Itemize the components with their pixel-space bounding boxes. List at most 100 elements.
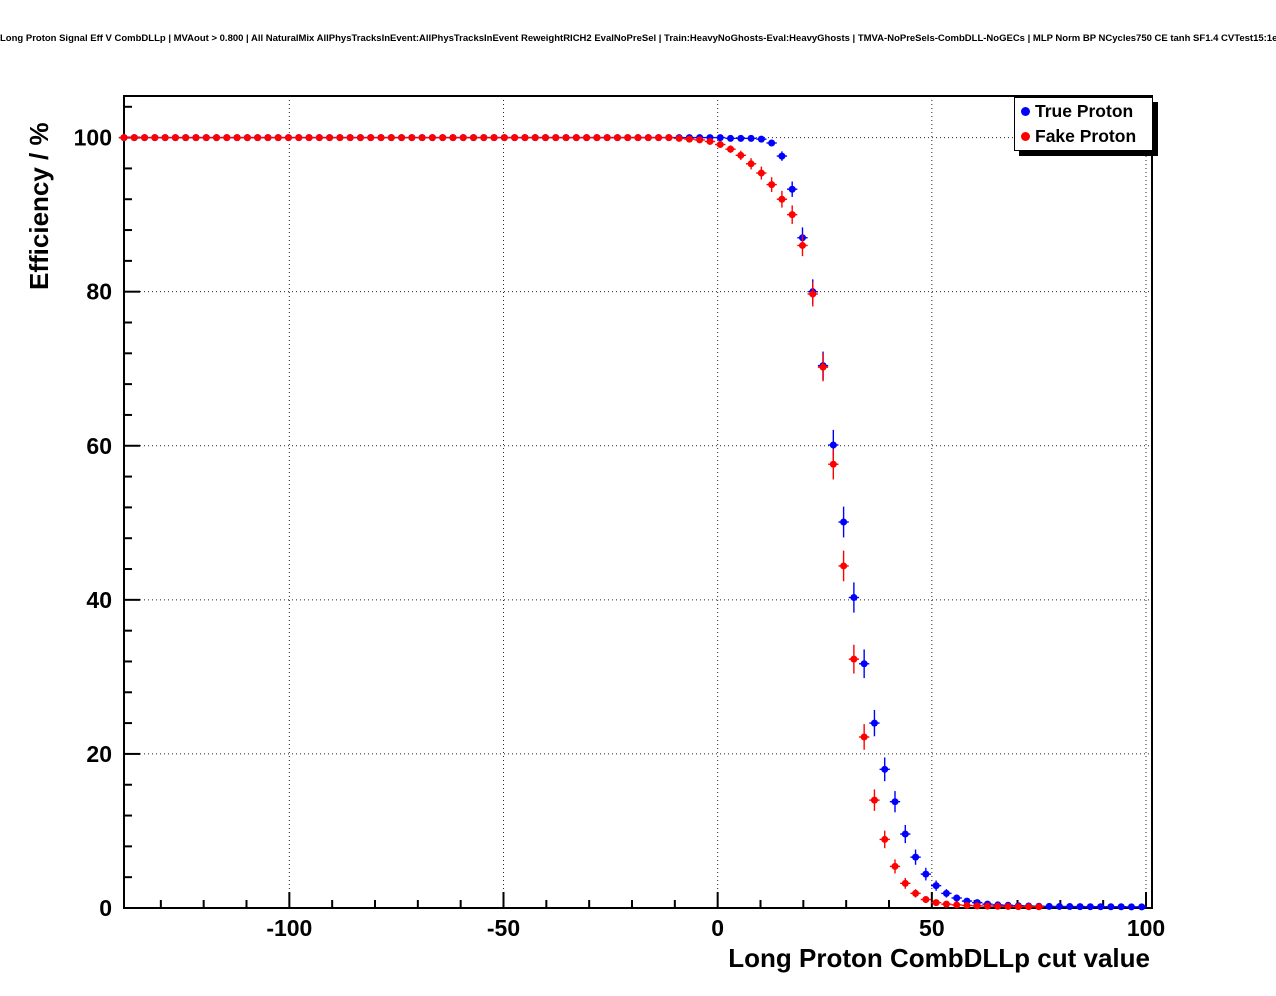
data-point [1004,902,1012,910]
data-point [901,830,909,838]
data-point [891,862,899,870]
data-point [788,211,796,219]
data-point [459,134,467,142]
data-point [973,902,981,910]
legend-entry-fake-proton: Fake Proton [1015,124,1152,149]
data-point [768,181,776,189]
data-point [1097,903,1105,911]
data-point [367,134,375,142]
data-point [829,441,837,449]
x-tick-label: 0 [711,915,724,941]
plot-frame [123,95,1153,909]
data-point [798,241,806,249]
data-point [603,134,611,142]
data-point [387,134,395,142]
data-point [202,134,210,142]
data-point [778,152,786,160]
data-point [490,134,498,142]
data-point [881,765,889,773]
data-point [984,902,992,910]
data-point [757,135,765,143]
data-point [809,290,817,298]
data-point [521,134,529,142]
data-point [850,594,858,602]
data-point [449,134,457,142]
data-point [161,134,169,142]
data-point [1066,903,1074,911]
legend-label-true-proton: True Proton [1035,101,1134,121]
data-point [737,151,745,159]
data-point [932,882,940,890]
data-point [593,134,601,142]
data-point [428,134,436,142]
data-point [922,870,930,878]
data-point [541,134,549,142]
y-tick-label: 0 [99,895,112,921]
data-point [870,796,878,804]
data-point [315,134,323,142]
data-point [120,134,128,142]
data-point [1035,903,1043,911]
data-point [470,134,478,142]
x-axis-title: Long Proton CombDLLp cut value [728,943,1150,973]
y-tick-label: 80 [86,279,112,305]
data-point [634,134,642,142]
data-point [716,134,724,142]
data-point [665,134,673,142]
y-tick-label: 100 [74,125,112,151]
data-point [860,733,868,741]
data-point [583,134,591,142]
data-point [151,134,159,142]
data-point [706,137,714,145]
series-fake-proton [118,134,1045,911]
fake-proton-marker-icon [1021,132,1030,141]
data-point [912,853,920,861]
data-point [1014,903,1022,911]
data-point [644,134,652,142]
data-point [932,899,940,907]
data-point [1025,903,1033,911]
data-point [778,195,786,203]
data-point [213,134,221,142]
data-point [552,134,560,142]
data-point [727,134,735,142]
data-point [953,894,961,902]
data-point [685,135,693,143]
data-point [295,134,303,142]
data-point [398,134,406,142]
data-point [696,136,704,144]
data-point [850,655,858,663]
data-point [655,134,663,142]
data-point [994,902,1002,910]
y-tick-label: 40 [86,587,112,613]
data-point [182,134,190,142]
data-point [1117,903,1125,911]
data-point [305,134,313,142]
y-axis-title: Efficiency / % [24,122,54,290]
data-point [1127,903,1135,911]
data-point [418,134,426,142]
data-point [192,134,200,142]
data-point [716,141,724,149]
x-tick-label: -100 [266,915,312,941]
data-point [922,896,930,904]
data-point [840,518,848,526]
data-point [254,134,262,142]
x-tick-label: 100 [1127,915,1165,941]
y-tick-label: 60 [86,433,112,459]
plot-area: -100 -50 0 50 100 0 20 40 60 80 100 [74,95,1165,941]
data-point [356,134,364,142]
data-point [284,134,292,142]
data-point [840,562,848,570]
data-point [757,169,765,177]
legend-entry-true-proton: True Proton [1015,99,1152,124]
data-point [1055,902,1063,910]
data-point [963,901,971,909]
data-point [326,134,334,142]
legend-label-fake-proton: Fake Proton [1035,126,1137,146]
data-point [942,889,950,897]
series-true-proton [118,134,1147,911]
data-point [572,134,580,142]
data-point [1045,902,1053,910]
